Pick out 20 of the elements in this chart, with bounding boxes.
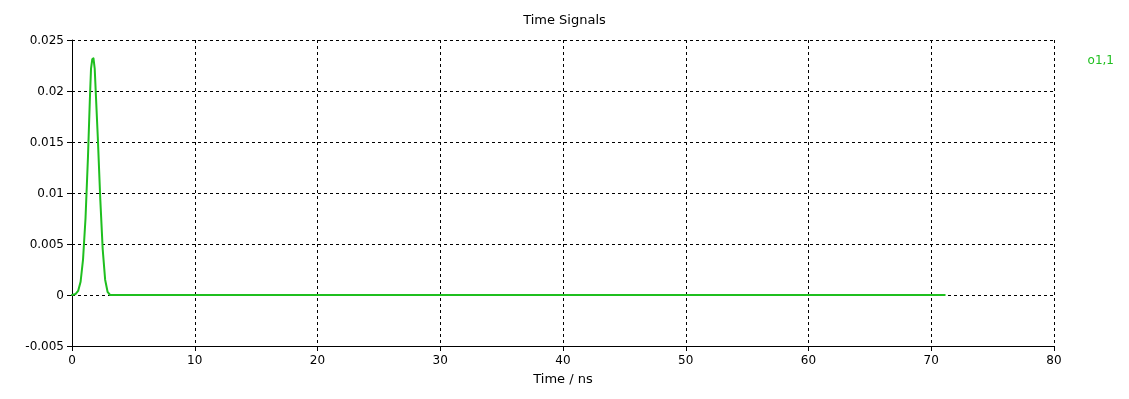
x-tick-label: 20: [309, 353, 326, 367]
text: o1,1: [1087, 53, 1115, 67]
x-tick-label: 60: [800, 353, 817, 367]
x-tick-label: 0: [68, 353, 76, 367]
y-tick-label: 0.025: [29, 33, 64, 47]
y-tick-label: 0.02: [37, 84, 64, 98]
x-tick-label: 30: [432, 353, 448, 367]
y-tick-label: 0.015: [29, 135, 64, 149]
y-tick-label: 0.005: [29, 237, 64, 251]
y-tick-label: 0.01: [37, 186, 64, 200]
x-tick-label: 40: [555, 353, 571, 367]
x-tick-label: 80: [1046, 353, 1062, 367]
x-axis-title: Time / ns: [532, 371, 593, 386]
y-tick-label: 0: [56, 288, 64, 302]
y-tick-label: -0.005: [25, 339, 64, 353]
x-tick-label: 70: [923, 353, 939, 367]
x-tick-label: 10: [187, 353, 203, 367]
line-series: [71, 57, 946, 296]
chart-title: Time Signals: [522, 12, 607, 27]
x-tick-label: 50: [678, 353, 694, 367]
